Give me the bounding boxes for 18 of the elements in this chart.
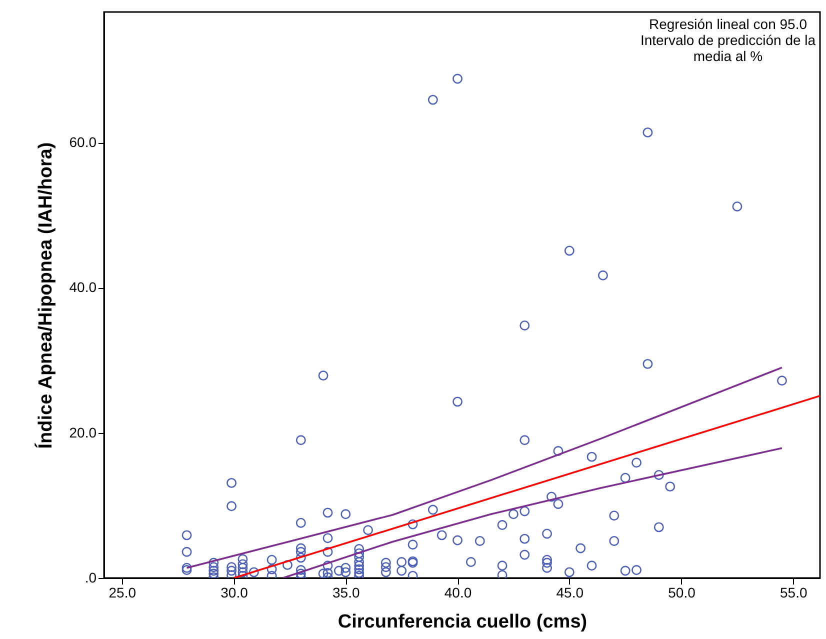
y-axis-title: Índice Apnea/Hipopnea (IAH/hora) (34, 142, 56, 449)
x-tick-label: 40.0 (444, 584, 472, 600)
y-tick-label: 40.0 (69, 279, 97, 296)
x-tick-label: 30.0 (220, 584, 248, 600)
line-series (282, 447, 783, 578)
x-tick-label: 55.0 (780, 584, 808, 600)
y-tick-label: .0 (84, 570, 97, 586)
x-tick-label: 45.0 (556, 584, 584, 600)
line-series (186, 366, 783, 569)
x-tick-label: 50.0 (668, 584, 696, 600)
x-tick-label: 35.0 (332, 584, 360, 600)
y-tick-label: 20.0 (69, 424, 97, 440)
y-tick-label: 60.0 (69, 134, 97, 150)
annotation: media al % (693, 48, 763, 64)
x-axis-title: Circunferencia cuello (cms) (338, 612, 588, 632)
x-tick-label: 25.0 (108, 584, 136, 600)
annotation: Regresión lineal con 95.0 (649, 16, 808, 32)
annotation: Intervalo de predicción de la (640, 32, 816, 48)
